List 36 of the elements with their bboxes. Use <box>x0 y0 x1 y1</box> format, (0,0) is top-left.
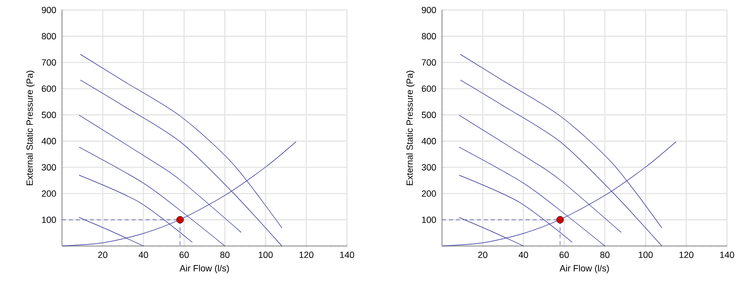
x-tick-label: 60 <box>180 252 189 258</box>
y-axis-title: External Static Pressure (Pa) <box>26 70 35 186</box>
y-axis-title: External Static Pressure (Pa) <box>406 70 415 186</box>
y-tick-label: 800 <box>422 33 436 40</box>
x-tick-label: 80 <box>600 252 610 258</box>
x-axis-title: Air Flow (l/s) <box>560 264 609 274</box>
y-tick-label: 100 <box>42 216 56 223</box>
y-tick-label: 300 <box>422 164 436 171</box>
x-tick-label: 120 <box>680 252 694 258</box>
x-tick-label: 20 <box>98 252 108 258</box>
y-tick-label: 500 <box>42 112 56 118</box>
y-tick-label: 400 <box>422 138 436 144</box>
y-tick-label: 800 <box>42 33 56 40</box>
y-tick-label: 300 <box>42 164 56 171</box>
y-tick-label: 100 <box>422 216 436 223</box>
x-tick-label: 40 <box>518 252 528 258</box>
y-tick-label: 600 <box>422 85 436 92</box>
x-tick-label: 120 <box>299 252 314 258</box>
x-tick-label: 140 <box>340 252 354 258</box>
y-tick-label: 500 <box>422 112 436 118</box>
x-axis-title: Air Flow (l/s) <box>180 264 229 274</box>
y-tick-label: 200 <box>422 190 436 197</box>
x-tick-label: 60 <box>560 252 569 258</box>
x-tick-label: 140 <box>720 252 734 258</box>
x-tick-label: 100 <box>258 252 273 258</box>
y-tick-label: 900 <box>422 6 436 14</box>
y-tick-label: 400 <box>42 138 56 144</box>
y-tick-label: 200 <box>42 190 56 197</box>
y-tick-label: 600 <box>42 85 56 92</box>
y-tick-label: 700 <box>422 59 436 66</box>
x-tick-label: 100 <box>638 252 653 258</box>
y-tick-label: 700 <box>42 59 56 66</box>
y-tick-label: 900 <box>42 6 56 14</box>
x-tick-label: 20 <box>478 252 488 258</box>
x-tick-label: 80 <box>220 252 230 258</box>
x-tick-label: 40 <box>138 252 148 258</box>
